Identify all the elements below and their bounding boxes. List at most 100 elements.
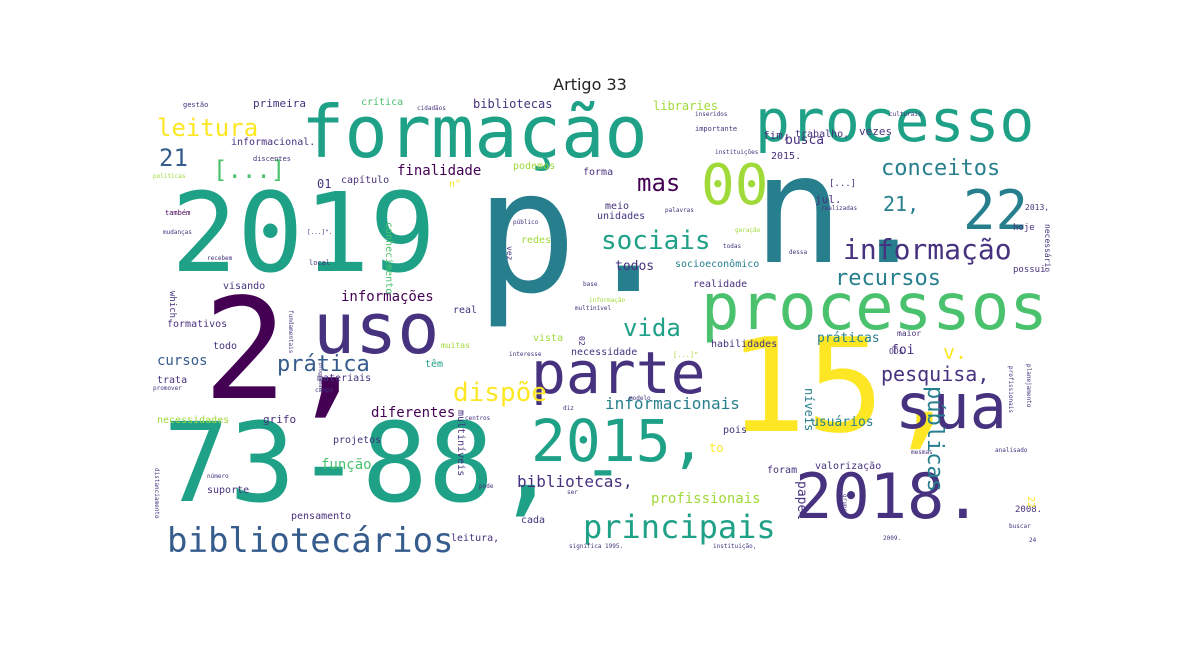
word-uso: uso xyxy=(313,288,440,370)
word-symbol: [...]". xyxy=(307,229,333,236)
word-base: base xyxy=(583,281,598,288)
word-formativos: formativos xyxy=(167,319,228,330)
word-2015: 2015. xyxy=(771,151,802,162)
word-grupo: grupo xyxy=(841,494,848,513)
word-pratica: prática xyxy=(277,352,370,377)
word-funcao: função xyxy=(321,457,372,473)
word-dispoe: dispõe xyxy=(453,378,547,408)
word-fim: fim, xyxy=(763,129,790,142)
word-habilidades: habilidades xyxy=(711,339,778,350)
word-informacionais: informacionais xyxy=(605,394,740,413)
word-politicas: políticas xyxy=(153,173,186,180)
word-vista: vista xyxy=(533,333,564,344)
word-libraries: libraries xyxy=(653,99,719,113)
word-buscar: buscar xyxy=(1009,523,1031,530)
word-papel: papel xyxy=(794,481,809,521)
word-cursos: cursos xyxy=(157,353,208,369)
word-todos: todos xyxy=(615,259,655,274)
word-publicas: públicas xyxy=(922,386,947,492)
word-socioeconomico: socioeconômico xyxy=(675,259,760,270)
word-meio: meio xyxy=(605,201,630,212)
word-vida: vida xyxy=(623,314,681,342)
word-informacional: informacional. xyxy=(231,137,316,148)
word-materiais: materiais xyxy=(317,373,372,384)
word-palavras: palavras xyxy=(665,207,694,214)
word-centros: centros xyxy=(465,415,491,422)
word-2019: 2019 xyxy=(171,169,436,297)
word-podemos: podemos xyxy=(513,161,556,172)
word-critica: crítica xyxy=(361,97,404,108)
word-2009: 2009. xyxy=(883,535,902,542)
word-leitura: leitura xyxy=(157,114,259,142)
word-todas: todas xyxy=(723,243,742,250)
word-informacao: informação xyxy=(589,297,626,304)
word-recebem: recebem xyxy=(207,255,233,262)
word-necessidades: necessidades xyxy=(157,415,230,426)
word-publico: público xyxy=(513,219,539,226)
word-p: p. xyxy=(475,134,680,332)
word-hoje: hoje xyxy=(1013,223,1035,233)
word-leitura: leitura, xyxy=(451,533,500,544)
word-73-88: 73-88, xyxy=(163,399,561,527)
word-necessario: necessário xyxy=(1043,224,1052,273)
word-fundamentais: fundamentais xyxy=(287,310,294,354)
word-discentes: discentes xyxy=(253,155,291,163)
word-01: 01 xyxy=(317,177,332,191)
word-realizadas: realizadas xyxy=(821,205,858,212)
word-modelo: modelo xyxy=(629,395,651,402)
word-foram: foram xyxy=(767,465,798,476)
word-2013: 2013, xyxy=(1025,203,1050,212)
word-significa: significa xyxy=(569,543,602,550)
word-n: n° xyxy=(449,179,462,190)
word-muitas: muitas xyxy=(441,341,470,350)
word-to: to xyxy=(709,441,724,455)
word-campo: campo xyxy=(315,387,334,394)
word-primeira: primeira xyxy=(253,97,306,110)
word-00: 00 xyxy=(701,153,769,218)
word-2018: 2018. xyxy=(795,460,982,533)
word-pensamento: pensamento xyxy=(291,511,352,522)
word-cada: cada xyxy=(521,515,546,526)
word-redes: redes xyxy=(521,235,552,246)
word-usuarios: usuários xyxy=(811,415,874,430)
word-profissionais: profissionais xyxy=(1007,366,1014,413)
word-recursos: recursos xyxy=(835,266,941,291)
word-2: 2, xyxy=(203,269,372,432)
word-projetos: projetos xyxy=(333,435,382,446)
word-tem: têm xyxy=(425,359,444,370)
word-diz: diz xyxy=(563,405,574,412)
word-vez: vez xyxy=(505,246,514,261)
word-numero: número xyxy=(207,473,229,480)
word-promover: promover xyxy=(153,385,182,392)
word-processos: processos xyxy=(701,271,1048,345)
word-diferentes: diferentes xyxy=(371,405,456,421)
word-symbol: [...]" xyxy=(673,351,699,359)
word-geracao: geração xyxy=(735,227,761,234)
word-unidades: unidades xyxy=(597,211,646,222)
word-trata: trata xyxy=(157,375,188,386)
word-capitulo: capítulo xyxy=(341,175,390,186)
word-informacao: informação xyxy=(843,233,1012,266)
word-which: which xyxy=(167,291,177,319)
word-ser: ser xyxy=(567,489,578,496)
word-profissionais: profissionais xyxy=(651,491,761,507)
word-forma: forma xyxy=(583,167,614,178)
word-foi: foi xyxy=(891,343,915,358)
word-gestao: gestão xyxy=(183,101,209,109)
figure-title: Artigo 33 xyxy=(553,75,627,94)
word-n: n. xyxy=(753,124,934,298)
word-principais: principais xyxy=(583,508,776,546)
word-dessa: dessa xyxy=(789,249,808,256)
word-15: 15, xyxy=(728,310,963,462)
word-22: 22 xyxy=(963,179,1029,242)
word-inseridos: inseridos xyxy=(695,111,728,118)
word-distanciamento: distanciamento xyxy=(153,468,160,519)
word-mas: mas xyxy=(637,169,681,197)
word-valorizacao: valorização xyxy=(815,461,882,472)
word-planejamento: planejamento xyxy=(1025,364,1032,408)
word-instituicoes: instituições xyxy=(715,149,759,156)
word-bibliotecarios: bibliotecários xyxy=(167,521,454,561)
word-conceitos: conceitos xyxy=(881,156,1001,181)
word-sociais: sociais xyxy=(601,226,711,256)
word-cloud: p. 2019 2, 15, 73-88, n. formação processos proc… xyxy=(153,96,1061,574)
